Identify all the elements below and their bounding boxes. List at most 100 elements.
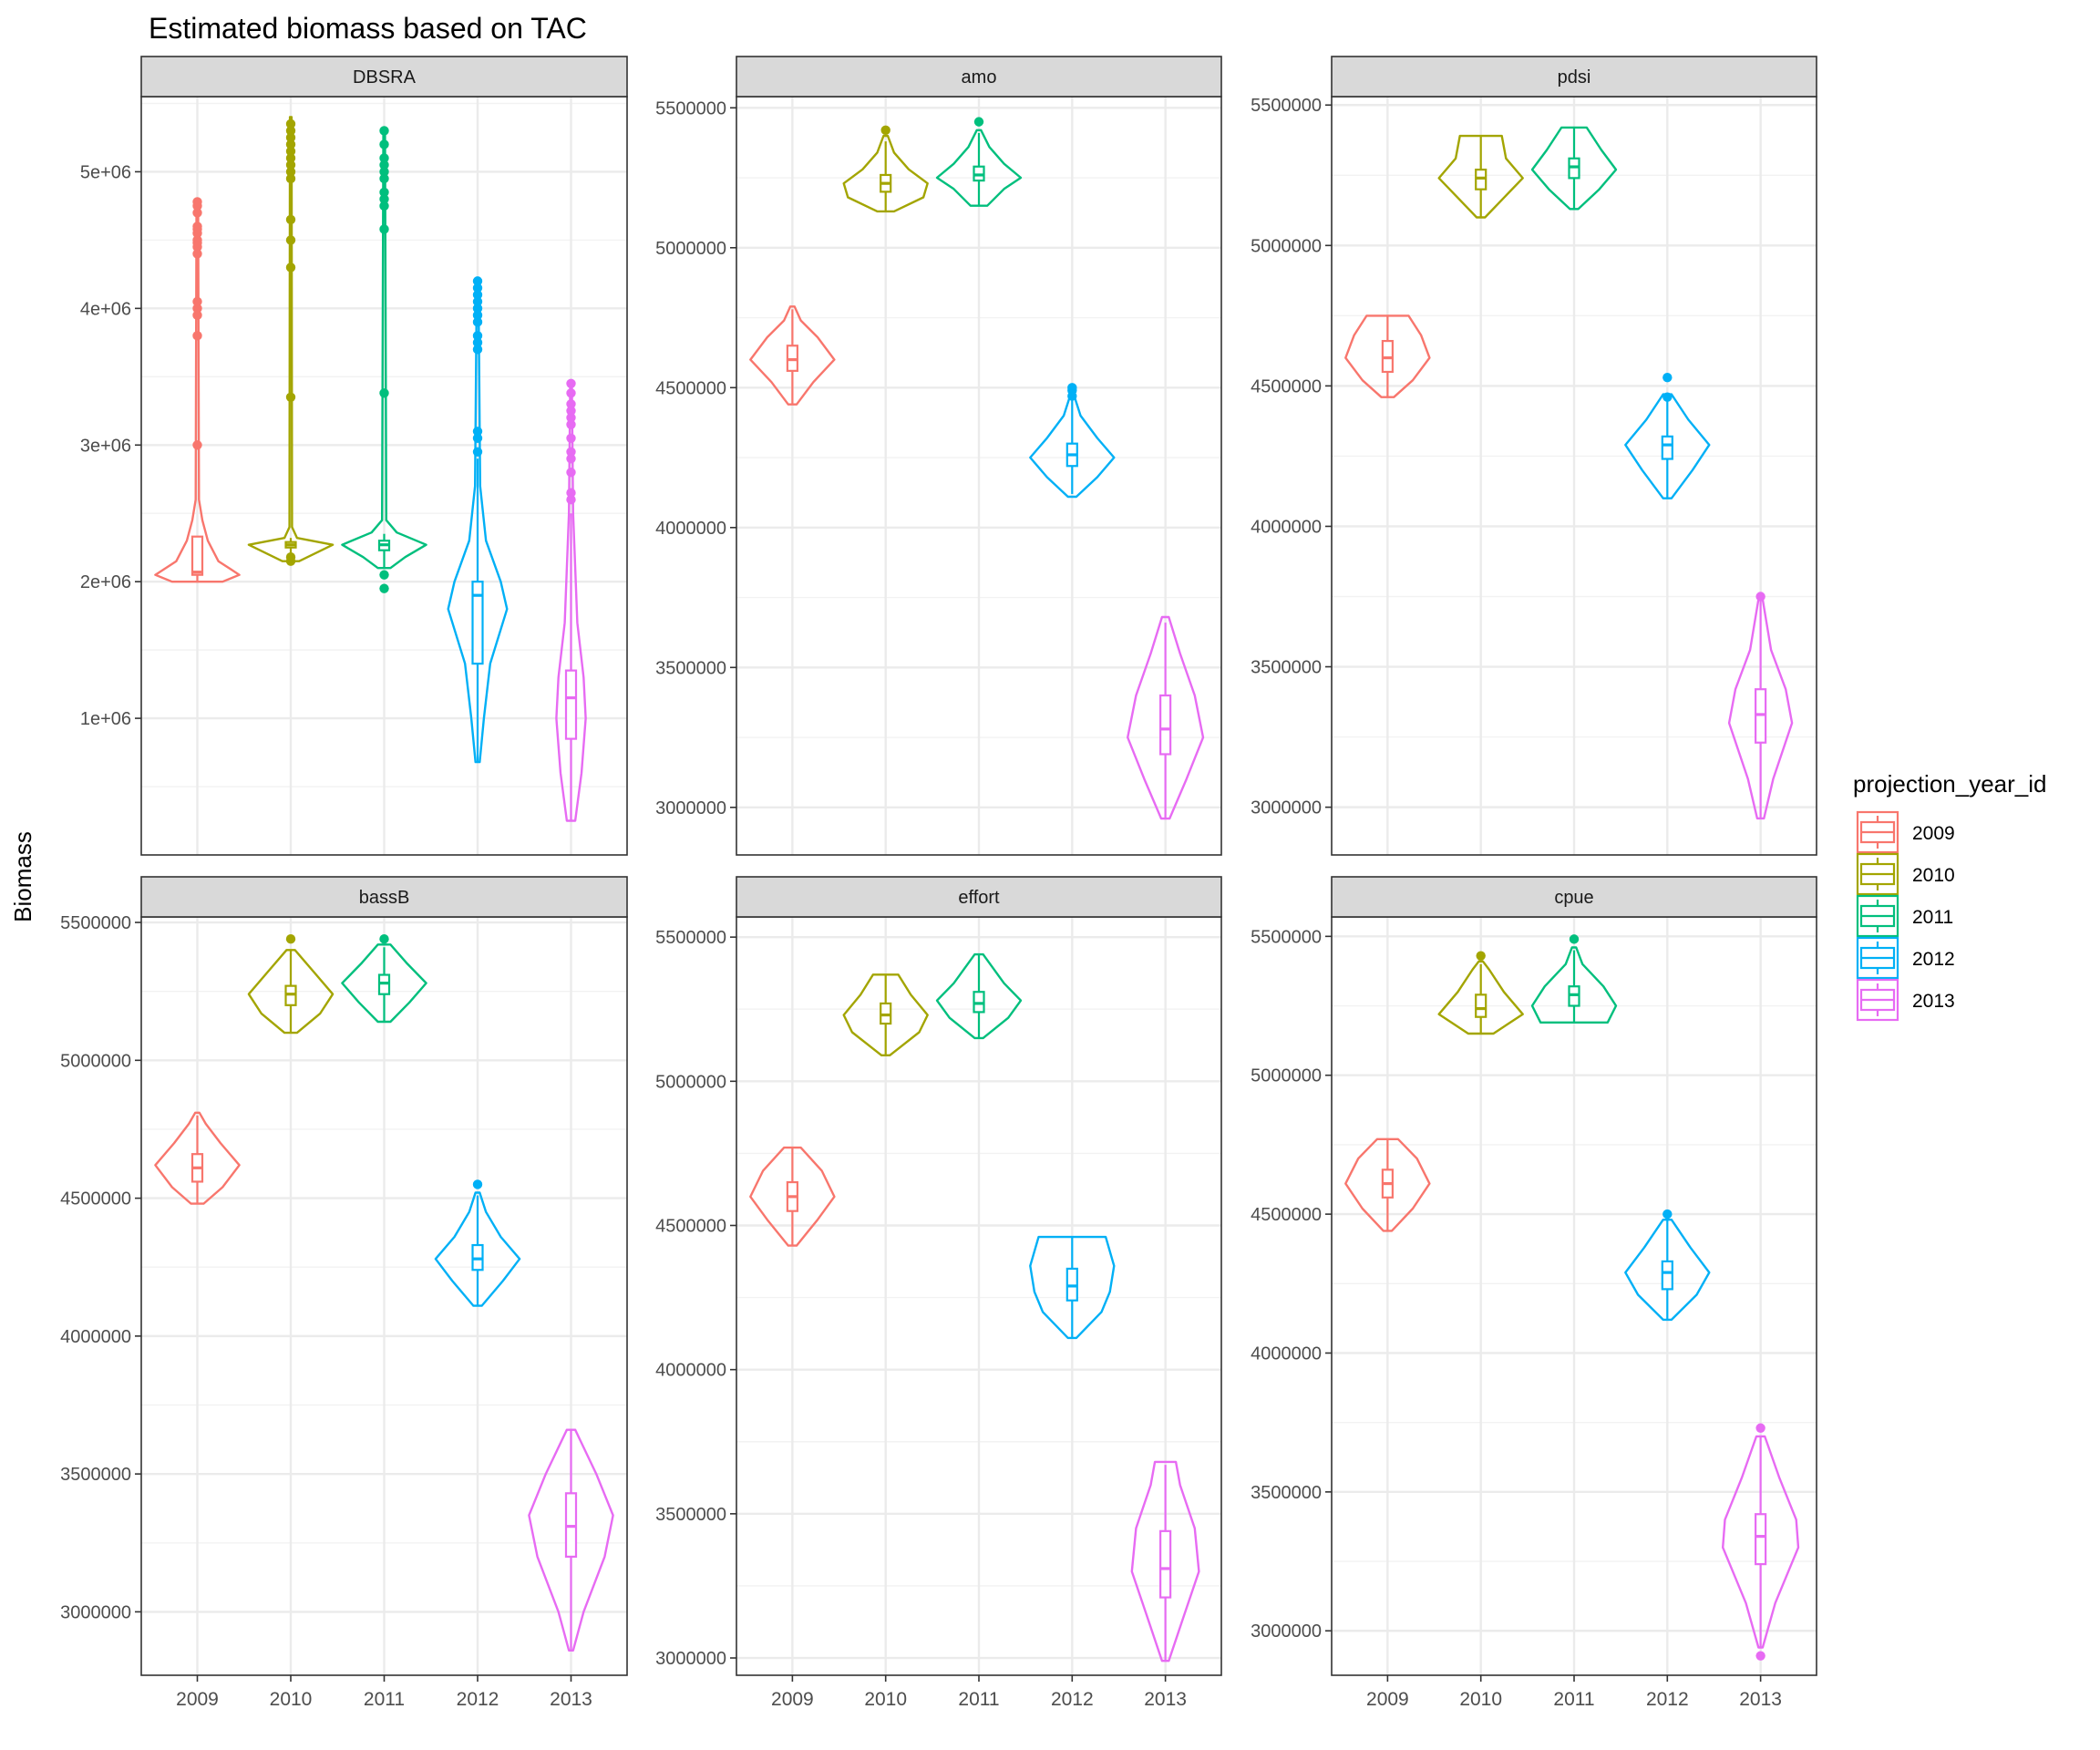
y-tick-label: 5500000: [60, 913, 131, 933]
y-tick-label: 3500000: [1251, 1483, 1322, 1503]
x-tick-label: 2009: [1366, 1689, 1409, 1710]
facet-panel: bassB 3000000 3500000 4000000 4500000 5000000…: [60, 876, 628, 1710]
violin-2010: [842, 973, 929, 1056]
outlier-point: [285, 139, 296, 149]
outlier-point: [192, 310, 202, 321]
outlier-point: [192, 296, 202, 307]
legend-title: projection_year_id: [1853, 770, 2046, 798]
y-tick-label: 3000000: [60, 1602, 131, 1622]
violin-2013: [1127, 615, 1205, 820]
outlier-point: [1755, 1651, 1765, 1661]
legend: projection_year_id 2009 2010 2011 2012 2013: [1853, 770, 2046, 1022]
y-tick-label: 5500000: [655, 98, 726, 118]
y-tick-label: 3000000: [655, 1649, 726, 1669]
y-tick-label: 4000000: [655, 1361, 726, 1381]
y-tick-label: 3000000: [1251, 1621, 1322, 1642]
violin-2010: [247, 116, 335, 562]
outlier-point: [285, 118, 296, 129]
outlier-point: [566, 388, 576, 398]
y-tick-label: 5000000: [1251, 1066, 1322, 1086]
strip-background: [1331, 56, 1817, 98]
outlier-point: [379, 570, 389, 580]
outlier-point: [285, 214, 296, 225]
violin-2010: [1437, 134, 1524, 219]
violin-2009: [1344, 1138, 1431, 1232]
violin-2009: [749, 1146, 836, 1247]
outlier-point: [379, 934, 389, 944]
facet-panels: DBSRA 1e+06 2e+06 3e+06 4e+06 5e+06 amo 3000000…: [60, 56, 1817, 1710]
y-tick-label: 4500000: [655, 378, 726, 398]
outlier-point: [192, 235, 202, 245]
outlier-point: [379, 194, 389, 204]
box-2012: [471, 581, 484, 665]
outlier-point: [285, 173, 296, 184]
outlier-point: [285, 160, 296, 170]
y-tick-label: 5000000: [655, 239, 726, 259]
outlier-point: [472, 447, 483, 457]
outlier-point: [472, 310, 483, 321]
x-tick-label: 2013: [550, 1689, 592, 1710]
strip-background: [1331, 876, 1817, 918]
outlier-point: [566, 419, 576, 429]
outlier-point: [472, 290, 483, 300]
y-tick-label: 4500000: [1251, 1205, 1322, 1225]
outlier-point: [379, 187, 389, 198]
strip-label: pdsi: [1558, 67, 1591, 88]
box-2013: [1159, 694, 1172, 756]
facet-panel: cpue 3000000 3500000 4000000 4500000 5000000 5…: [1251, 876, 1817, 1710]
outlier-point: [472, 304, 483, 314]
outlier-point: [472, 296, 483, 307]
strip-background: [140, 876, 628, 918]
outlier-point: [973, 117, 984, 127]
outlier-point: [285, 146, 296, 157]
y-tick-label: 3000000: [655, 798, 726, 818]
y-axis-label: Biomass: [9, 831, 36, 922]
outlier-point: [472, 331, 483, 341]
strip-background: [736, 56, 1222, 98]
outlier-point: [566, 495, 576, 505]
y-tick-label: 5500000: [655, 928, 726, 948]
x-tick-label: 2012: [1646, 1689, 1689, 1710]
violin-2010: [842, 134, 929, 213]
y-tick-label: 3500000: [60, 1465, 131, 1485]
violin-2012: [1624, 1219, 1711, 1322]
x-tick-label: 2011: [364, 1689, 405, 1710]
outlier-point: [379, 173, 389, 184]
x-tick-label: 2011: [958, 1689, 999, 1710]
outlier-point: [566, 399, 576, 409]
violin-2012: [1624, 393, 1711, 499]
box-2012: [1661, 1260, 1673, 1291]
box-2009: [190, 535, 204, 576]
outlier-point: [192, 331, 202, 341]
violin-2011: [935, 952, 1023, 1040]
box-2013: [1755, 1513, 1767, 1566]
chart-title: Estimated biomass based on TAC: [149, 12, 587, 45]
box-2012: [1661, 435, 1673, 460]
outlier-point: [1662, 392, 1673, 402]
outlier-point: [566, 447, 576, 457]
outlier-point: [379, 139, 389, 149]
outlier-point: [192, 221, 202, 232]
violin-2013: [528, 1428, 614, 1652]
outlier-point: [192, 249, 202, 259]
strip-background: [140, 56, 628, 98]
box-2013: [564, 669, 578, 740]
outlier-point: [566, 406, 576, 416]
outlier-point: [379, 160, 389, 170]
y-tick-label: 4500000: [60, 1189, 131, 1210]
strip-label: effort: [958, 888, 1000, 908]
outlier-point: [192, 304, 202, 314]
violin-2009: [154, 1111, 241, 1205]
strip-background: [736, 876, 1222, 918]
outlier-point: [192, 440, 202, 450]
outlier-point: [285, 132, 296, 143]
outlier-point: [566, 488, 576, 498]
outlier-point: [566, 433, 576, 443]
y-tick-label: 4000000: [1251, 1343, 1322, 1364]
outlier-point: [472, 345, 483, 355]
outlier-point: [880, 125, 890, 136]
x-tick-label: 2010: [270, 1689, 313, 1710]
outlier-point: [472, 337, 483, 348]
outlier-point: [566, 378, 576, 389]
